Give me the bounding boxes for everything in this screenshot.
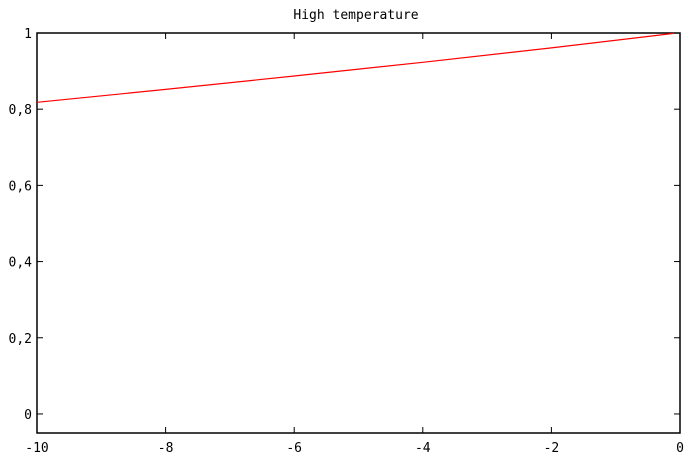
x-tick-label: -10 — [25, 441, 48, 456]
series-layer — [36, 32, 674, 103]
x-tick-label: 0 — [676, 441, 684, 456]
y-axis: 0 0,2 0,4 0,6 0,8 1 — [9, 27, 680, 423]
chart-title: High temperature — [293, 8, 418, 23]
x-tick-label: -8 — [158, 441, 174, 456]
x-tick-label: -2 — [544, 441, 560, 456]
y-tick-label: 0,8 — [9, 103, 32, 118]
plot-area-frame — [36, 32, 681, 434]
y-tick-label: 1 — [24, 27, 32, 42]
y-tick-label: 0,6 — [9, 179, 32, 194]
series-line — [36, 32, 674, 103]
y-tick-label: 0,2 — [9, 332, 32, 347]
y-tick-label: 0 — [24, 408, 32, 423]
x-axis: -10 -8 -6 -4 -2 0 — [25, 33, 684, 456]
x-tick-label: -4 — [415, 441, 431, 456]
x-tick-label: -6 — [286, 441, 302, 456]
y-tick-label: 0,4 — [9, 256, 33, 271]
